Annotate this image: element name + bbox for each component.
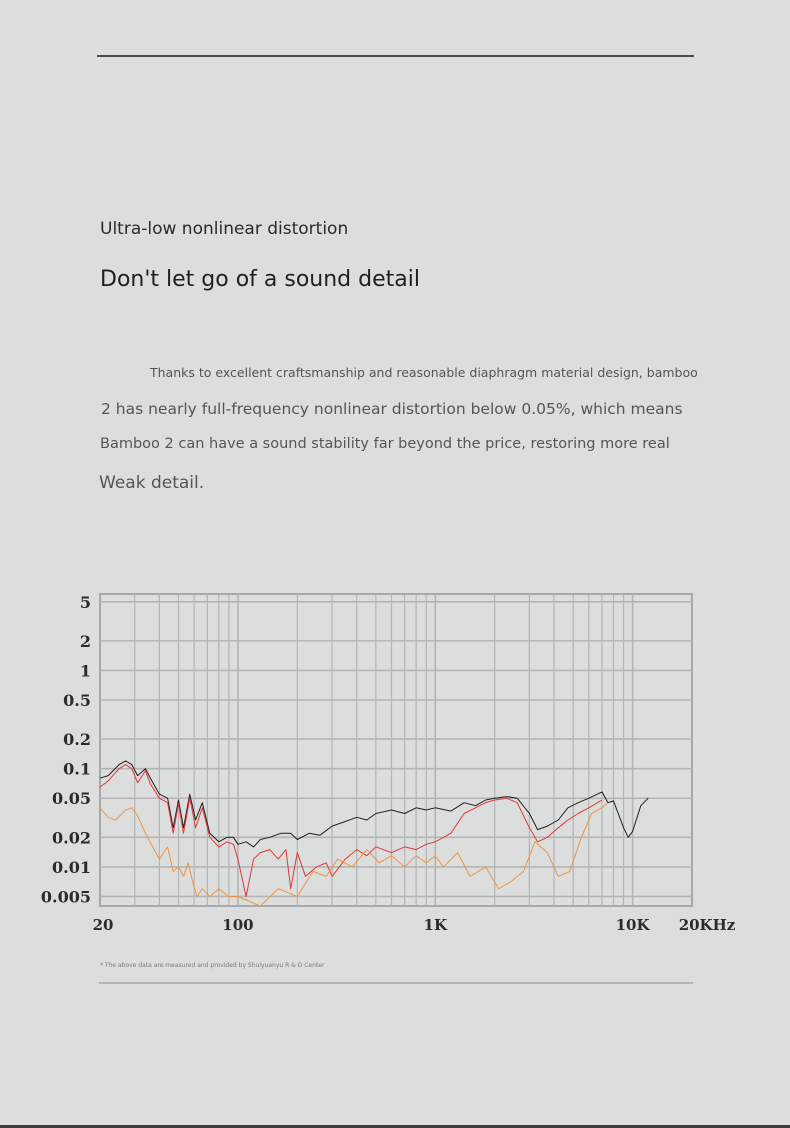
footnote: * The above data are measured and provid…	[100, 962, 325, 969]
footnote-rule	[99, 982, 693, 984]
series-line-2	[99, 764, 603, 897]
bottom-edge	[0, 1125, 790, 1128]
y-tick-label: 0.005	[41, 887, 91, 906]
y-tick-label: 0.01	[52, 858, 91, 877]
description-line-1: Thanks to excellent craftsmanship and re…	[150, 365, 698, 380]
x-tick-label: 20KHz	[679, 916, 736, 934]
y-tick-label: 1	[80, 661, 91, 680]
x-tick-label: 20	[93, 916, 114, 934]
y-tick-label: 0.02	[52, 828, 91, 847]
section-headline: Don't let go of a sound detail	[100, 267, 420, 292]
y-tick-label: 0.05	[52, 789, 91, 808]
y-tick-label: 0.1	[63, 760, 91, 779]
y-tick-label: 0.2	[63, 730, 91, 749]
chart-series	[99, 760, 649, 907]
section-subtitle: Ultra-low nonlinear distortion	[100, 219, 349, 239]
y-tick-label: 0.5	[63, 691, 91, 710]
y-tick-label: 2	[80, 632, 91, 651]
plot-frame	[99, 593, 693, 907]
series-line-1	[99, 760, 649, 848]
distortion-chart: 5 2 1 0.5 0.2 0.1 0.05 0.02 0.01 0.005 20 100 1K 10K…	[41, 593, 736, 934]
description-line-2: 2 has nearly full-frequency nonlinear di…	[101, 400, 683, 418]
x-axis-tick-labels: 20 100 1K 10K 20KHz	[93, 916, 736, 934]
top-rule	[97, 55, 694, 57]
description-line-4: Weak detail.	[99, 473, 205, 493]
y-tick-label: 5	[80, 593, 91, 612]
y-axis-tick-labels: 5 2 1 0.5 0.2 0.1 0.05 0.02 0.01 0.005	[41, 593, 91, 907]
series-line-3	[99, 802, 609, 907]
x-tick-label: 1K	[424, 916, 448, 934]
x-tick-label: 100	[222, 916, 253, 934]
description-line-3: Bamboo 2 can have a sound stability far …	[100, 436, 670, 452]
chart-grid	[99, 593, 693, 907]
x-tick-label: 10K	[616, 916, 651, 934]
